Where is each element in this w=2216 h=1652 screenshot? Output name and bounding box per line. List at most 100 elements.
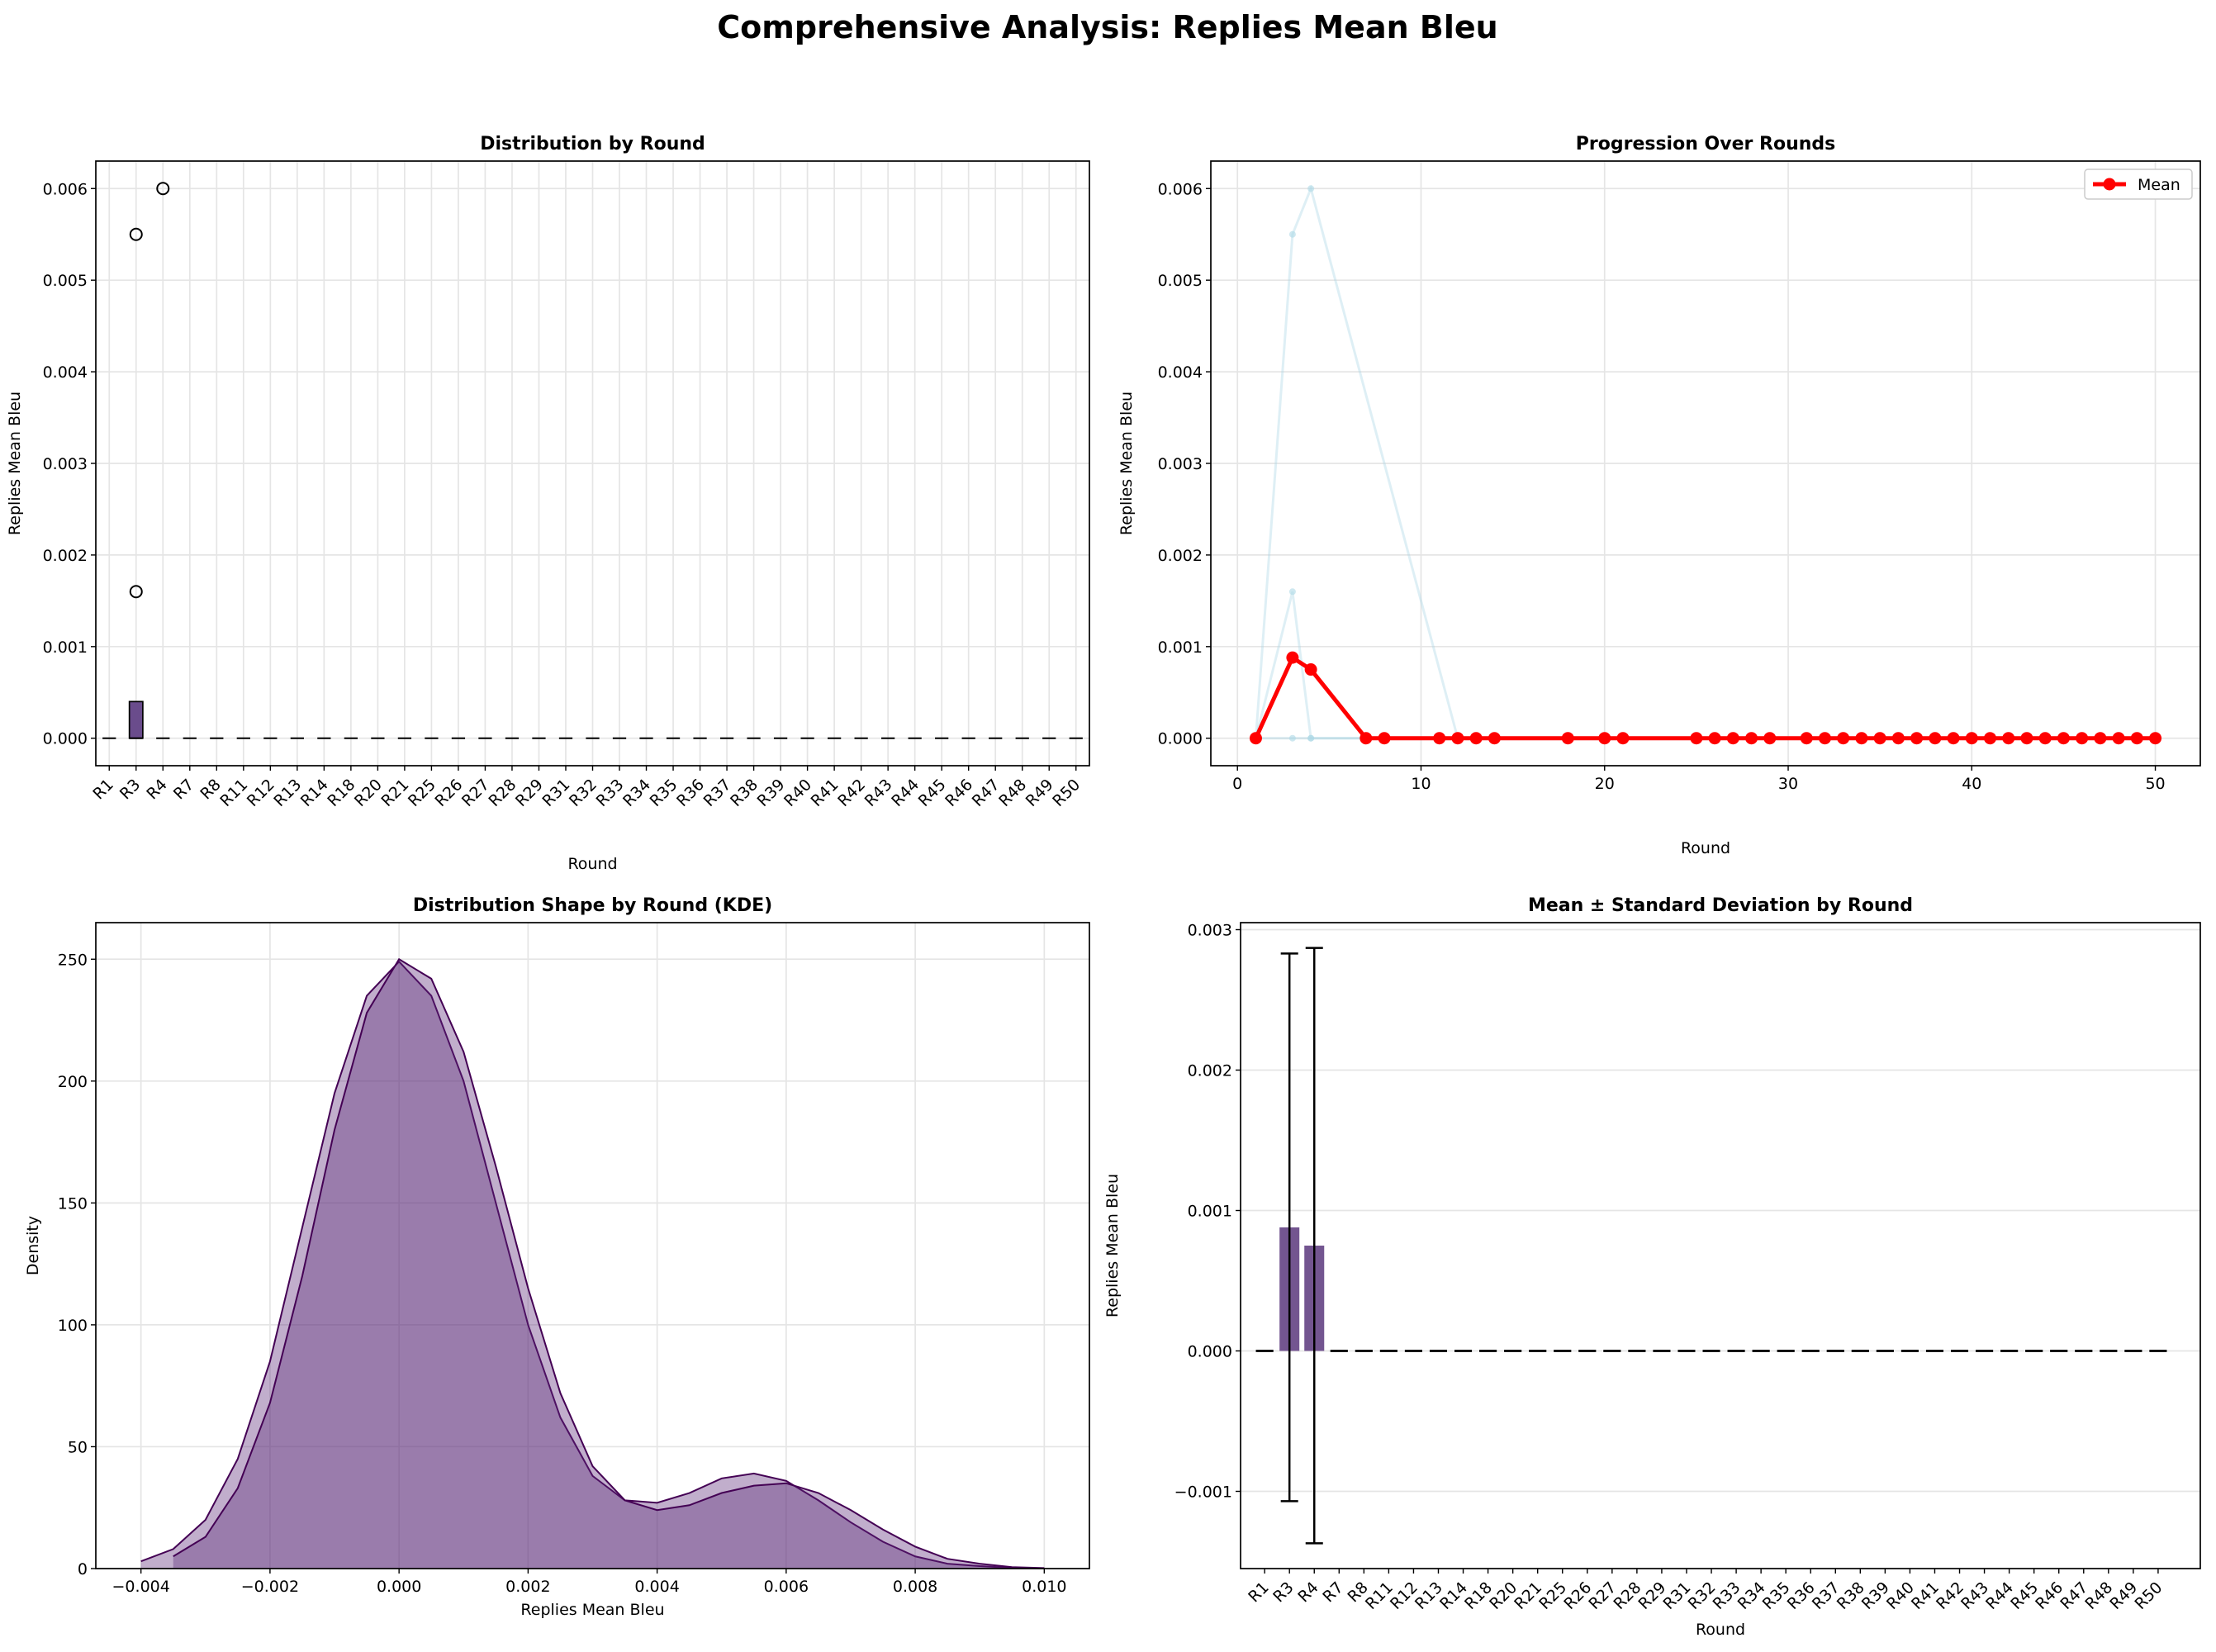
x-tick-label: R36 <box>673 776 708 810</box>
x-tick-label: −0.004 <box>112 1578 170 1596</box>
y-tick-label: 0.004 <box>43 363 88 382</box>
x-tick-label: R18 <box>324 776 358 810</box>
individual-line <box>1254 184 1459 739</box>
x-tick-label: R42 <box>834 776 869 810</box>
y-tick-label: 0.001 <box>43 638 88 657</box>
mean-point <box>2094 732 2107 745</box>
mean-point <box>1359 732 1373 745</box>
x-tick-label: R35 <box>647 776 681 810</box>
x-axis-label: Round <box>567 855 617 873</box>
individual-point <box>1288 230 1296 238</box>
mean-point <box>1451 732 1464 745</box>
y-tick-label: −0.001 <box>1174 1483 1232 1502</box>
y-tick-label: 150 <box>58 1194 88 1213</box>
x-tick-label: R50 <box>1049 776 1084 810</box>
outlier <box>129 227 143 241</box>
axes-frame <box>1240 922 2201 1569</box>
panel: 0 50 100 150 200 250 −0.004 −0.002 0.000 0.002 0.0… <box>24 895 1090 1619</box>
mean-point <box>1286 651 1299 664</box>
mean-point <box>1818 732 1831 745</box>
y-axis-label: Replies Mean Bleu <box>1103 1174 1122 1317</box>
x-tick-label: 30 <box>1778 775 1798 793</box>
y-axis-label: Replies Mean Bleu <box>1117 392 1136 535</box>
x-tick-label: 0.008 <box>893 1578 937 1596</box>
x-tick-label: R45 <box>915 776 950 810</box>
kde-line <box>140 960 1045 1569</box>
y-tick-label: 0.001 <box>1188 1203 1232 1221</box>
mean-line <box>1254 654 2156 741</box>
x-tick-label: R4 <box>143 776 170 803</box>
y-axis-label: Density <box>24 1216 42 1275</box>
axes-frame <box>1210 160 2201 767</box>
x-tick-label: R13 <box>270 776 305 810</box>
figure-title: Comprehensive Analysis: Replies Mean Ble… <box>717 9 1497 45</box>
x-tick-label: R20 <box>351 776 386 810</box>
x-tick-label: R12 <box>244 776 278 810</box>
mean-point <box>1910 732 1924 745</box>
y-tick-label: 0.001 <box>1158 638 1203 657</box>
x-axis-label: Round <box>1681 839 1730 857</box>
panel-title: Distribution by Round <box>480 134 705 154</box>
mean-point <box>1561 732 1574 745</box>
x-tick-label: R1 <box>1245 1578 1272 1606</box>
mean-point <box>1855 732 1868 745</box>
x-tick-label: R50 <box>2131 1578 2166 1613</box>
mean-point <box>1433 732 1446 745</box>
y-tick-label: 0.003 <box>1188 922 1232 940</box>
mean-point <box>2076 732 2089 745</box>
x-tick-label: R14 <box>297 776 332 810</box>
legend-label: Mean <box>2138 176 2180 194</box>
mean-point <box>2002 732 2015 745</box>
mean-point <box>2130 732 2143 745</box>
y-tick-label: 200 <box>58 1073 88 1091</box>
y-tick-label: 0.003 <box>43 455 88 473</box>
y-tick-label: 0.006 <box>43 180 88 198</box>
y-tick-label: 0.000 <box>43 730 88 748</box>
x-tick-label: R47 <box>969 776 1004 810</box>
mean-point <box>1249 732 1262 745</box>
mean-point <box>1469 732 1483 745</box>
x-tick-label: R32 <box>566 776 600 810</box>
mean-point <box>1745 732 1758 745</box>
x-tick-label: R7 <box>1319 1578 1346 1606</box>
y-tick-label: 50 <box>68 1438 88 1456</box>
mean-point <box>2038 732 2052 745</box>
mean-point <box>1891 732 1905 745</box>
y-tick-label: 100 <box>58 1317 88 1335</box>
panel-title: Distribution Shape by Round (KDE) <box>413 895 772 916</box>
x-tick-label: R49 <box>1023 776 1057 810</box>
mean-point <box>2020 732 2033 745</box>
mean-point <box>1929 732 1942 745</box>
mean-point <box>2112 732 2125 745</box>
x-tick-label: 0.006 <box>764 1578 809 1596</box>
x-tick-label: R44 <box>888 776 923 810</box>
mean-point <box>1837 732 1850 745</box>
x-tick-label: R3 <box>1269 1578 1297 1606</box>
y-axis-label: Replies Mean Bleu <box>6 392 24 535</box>
mean-point <box>1708 732 1721 745</box>
x-tick-label: R27 <box>458 776 493 810</box>
y-tick-label: 0.002 <box>43 547 88 565</box>
mean-point <box>1873 732 1886 745</box>
x-tick-label: R31 <box>539 776 574 810</box>
x-tick-label: R38 <box>727 776 762 810</box>
mean-point <box>1488 732 1501 745</box>
y-tick-label: 0.000 <box>1188 1343 1232 1361</box>
x-tick-label: 40 <box>1962 775 1981 793</box>
x-tick-label: R43 <box>861 776 896 810</box>
y-tick-label: 0.000 <box>1158 730 1203 748</box>
x-tick-label: 0.002 <box>505 1578 550 1596</box>
x-tick-label: R1 <box>89 776 116 803</box>
x-tick-label: 10 <box>1411 775 1431 793</box>
x-tick-label: R4 <box>1294 1578 1322 1606</box>
legend-marker <box>2103 178 2116 191</box>
mean-point <box>1984 732 1997 745</box>
y-tick-label: 0.005 <box>1158 272 1203 290</box>
mean-point <box>1726 732 1739 745</box>
mean-point <box>1378 732 1391 745</box>
kde-area <box>173 959 1045 1569</box>
y-tick-label: 250 <box>58 951 88 969</box>
mean-point <box>1598 732 1611 745</box>
box <box>128 700 144 739</box>
